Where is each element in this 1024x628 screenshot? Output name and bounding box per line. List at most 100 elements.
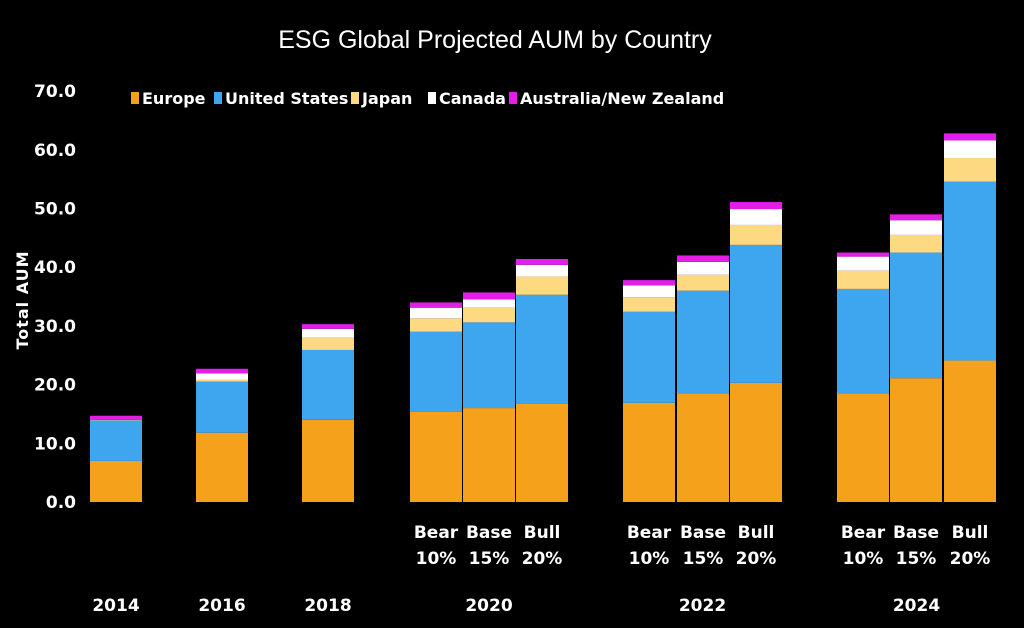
bar-segment [623, 285, 675, 298]
legend: Europe United States Japan Canada Australia/… [131, 89, 724, 108]
legend-swatch [509, 92, 517, 104]
bar-segment [890, 378, 942, 502]
bar-segment [302, 328, 354, 338]
year-label: 2024 [893, 596, 940, 616]
bar-segment [837, 393, 889, 502]
bar-segment [623, 297, 675, 312]
category-label: Bear 10% [627, 523, 672, 569]
bar-segment [730, 224, 782, 245]
category-label: Base 15% [893, 523, 939, 569]
year-label: 2016 [198, 596, 245, 616]
bar-segment [463, 408, 515, 502]
bar-segment [837, 270, 889, 289]
bar-segment [196, 432, 248, 502]
bar-segment [890, 220, 942, 235]
bar-segment [463, 292, 515, 300]
category-labels: Bear 10%Base 15%Bull 20%Bear 10%Base 15%Bull 2… [414, 523, 991, 569]
chart-title: ESG Global Projected AUM by Country [278, 26, 712, 54]
bar-segment [516, 403, 568, 502]
bar-segment [196, 381, 248, 433]
legend-swatch [428, 92, 436, 104]
legend-label: Canada [439, 89, 506, 108]
bar-segment [837, 252, 889, 257]
legend-label: Japan [361, 89, 412, 108]
bar-segment [410, 307, 462, 319]
bar-segment [730, 202, 782, 210]
y-tick-label: 40.0 [34, 258, 76, 278]
bar-segment [90, 420, 142, 461]
legend-swatch [351, 92, 359, 104]
bar-segment [890, 252, 942, 379]
bar-segment [196, 373, 248, 380]
bar-segment [677, 393, 729, 502]
bar-segment [837, 288, 889, 394]
year-labels: 2014 2016 2018 2020 2022 2024 [92, 596, 940, 616]
bar-segment [90, 419, 142, 421]
bar-segment [463, 322, 515, 409]
bar-segment [516, 294, 568, 404]
bar-segment [730, 209, 782, 225]
bar-segment [196, 379, 248, 382]
bar-segment [196, 368, 248, 374]
category-label: Bull 20% [950, 523, 991, 569]
legend-label: Europe [142, 89, 206, 108]
bar-segment [463, 299, 515, 308]
bar-segment [944, 140, 996, 159]
bar-segment [623, 402, 675, 502]
bar-segment [890, 214, 942, 221]
y-tick-label: 60.0 [34, 141, 76, 161]
bar-segment [463, 307, 515, 323]
bar-segment [677, 274, 729, 291]
bar-segment [410, 411, 462, 502]
bar-segment [890, 234, 942, 253]
y-axis-ticks: 0.0 10.0 20.0 30.0 40.0 50.0 60.0 70.0 [34, 82, 76, 513]
bar-segment [410, 318, 462, 332]
bar-segment [730, 244, 782, 383]
category-label: Bull 20% [736, 523, 777, 569]
year-label: 2020 [465, 596, 512, 616]
bar-segment [677, 290, 729, 394]
year-label: 2022 [679, 596, 726, 616]
y-tick-label: 0.0 [46, 493, 76, 513]
bar-segment [944, 360, 996, 502]
category-label: Bear 10% [414, 523, 459, 569]
bar-segment [410, 302, 462, 308]
bar-segment [837, 256, 889, 271]
legend-label: United States [225, 89, 348, 108]
bar-segment [302, 324, 354, 329]
bar-segment [677, 261, 729, 275]
bar-segment [302, 349, 354, 420]
legend-label: Australia/New Zealand [520, 89, 724, 108]
legend-swatch [131, 92, 139, 104]
y-axis-label: Total AUM [13, 250, 32, 349]
y-tick-label: 20.0 [34, 376, 76, 396]
legend-swatch [214, 92, 222, 104]
year-label: 2014 [92, 596, 139, 616]
category-label: Base 15% [680, 523, 726, 569]
bar-segment [623, 280, 675, 286]
bar-segment [90, 415, 142, 420]
bar-segment [410, 331, 462, 412]
bar-segment [944, 133, 996, 141]
bar-segment [730, 382, 782, 502]
year-label: 2018 [304, 596, 351, 616]
bar-segment [516, 264, 568, 277]
bar-segment [677, 255, 729, 262]
bar-segment [302, 337, 354, 350]
bar-segment [516, 258, 568, 265]
bar-segment [623, 311, 675, 403]
y-tick-label: 30.0 [34, 317, 76, 337]
y-tick-label: 50.0 [34, 200, 76, 220]
category-label: Bull 20% [522, 523, 563, 569]
category-label: Bear 10% [841, 523, 886, 569]
bars [90, 133, 996, 502]
bar-segment [944, 158, 996, 182]
bar-segment [302, 419, 354, 502]
y-tick-label: 70.0 [34, 82, 76, 102]
category-label: Base 15% [466, 523, 512, 569]
bar-segment [944, 181, 996, 361]
bar-segment [90, 460, 142, 502]
bar-segment [516, 276, 568, 295]
y-tick-label: 10.0 [34, 434, 76, 454]
